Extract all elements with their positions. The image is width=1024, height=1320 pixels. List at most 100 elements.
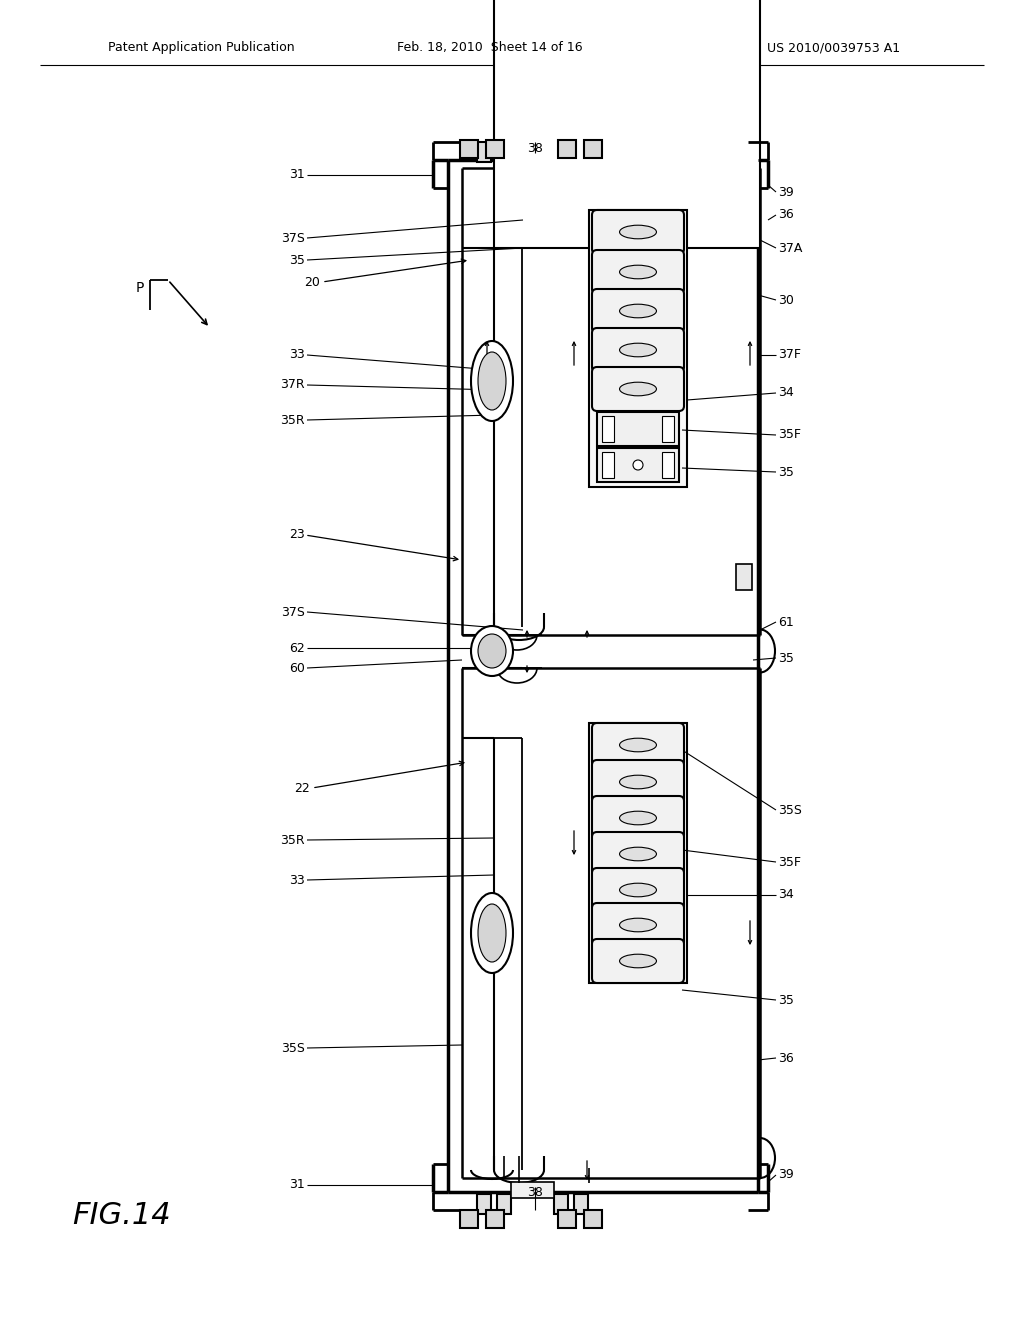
Bar [602, 451, 614, 478]
Text: 36: 36 [778, 209, 794, 222]
Ellipse shape [620, 343, 656, 356]
Text: 62: 62 [289, 642, 305, 655]
Ellipse shape [471, 894, 513, 973]
FancyBboxPatch shape [592, 327, 684, 372]
Text: 35R: 35R [281, 413, 305, 426]
Bar [477, 1195, 490, 1214]
FancyBboxPatch shape [592, 869, 684, 912]
Bar [486, 140, 504, 158]
Bar [486, 1210, 504, 1228]
Ellipse shape [471, 626, 513, 676]
Text: 35F: 35F [778, 429, 801, 441]
Text: US 2010/0039753 A1: US 2010/0039753 A1 [767, 41, 900, 54]
Text: 35: 35 [778, 994, 794, 1006]
Bar [584, 1210, 602, 1228]
Ellipse shape [478, 352, 506, 411]
Bar [736, 564, 752, 590]
Text: 22: 22 [294, 781, 310, 795]
FancyBboxPatch shape [592, 903, 684, 946]
Bar [589, 723, 687, 983]
Bar [507, 156, 542, 176]
Text: 35S: 35S [778, 804, 802, 817]
Bar [554, 1195, 568, 1214]
Text: 37R: 37R [281, 379, 305, 392]
Text: 23: 23 [289, 528, 305, 541]
Bar [574, 143, 588, 162]
FancyBboxPatch shape [592, 249, 684, 294]
Text: 60: 60 [289, 661, 305, 675]
Text: P: P [136, 281, 144, 294]
Text: 37S: 37S [282, 231, 305, 244]
Bar [554, 143, 568, 162]
FancyBboxPatch shape [592, 832, 684, 876]
Bar [558, 140, 575, 158]
Bar [502, 98, 627, 173]
Bar [497, 1195, 511, 1214]
Bar [511, 1181, 554, 1199]
FancyBboxPatch shape [592, 760, 684, 804]
Bar [497, 143, 511, 162]
FancyBboxPatch shape [592, 939, 684, 983]
Ellipse shape [478, 904, 506, 962]
Text: 61: 61 [778, 615, 794, 628]
Bar [592, 158, 620, 176]
Text: 38: 38 [527, 141, 543, 154]
Text: Feb. 18, 2010  Sheet 14 of 16: Feb. 18, 2010 Sheet 14 of 16 [397, 41, 583, 54]
FancyBboxPatch shape [592, 796, 684, 840]
Bar [558, 1210, 575, 1228]
Ellipse shape [620, 738, 656, 752]
Text: 35F: 35F [778, 855, 801, 869]
Text: 33: 33 [289, 874, 305, 887]
Bar [597, 447, 679, 482]
Bar [597, 412, 679, 446]
Text: 34: 34 [778, 888, 794, 902]
Ellipse shape [620, 304, 656, 318]
FancyBboxPatch shape [592, 367, 684, 411]
Ellipse shape [471, 341, 513, 421]
Bar [547, 156, 582, 176]
Text: 33: 33 [289, 348, 305, 362]
Text: 39: 39 [778, 186, 794, 198]
Text: 35S: 35S [282, 1041, 305, 1055]
Text: 35: 35 [289, 253, 305, 267]
Text: 39: 39 [778, 1168, 794, 1181]
Ellipse shape [620, 383, 656, 396]
Text: 38: 38 [527, 1185, 543, 1199]
Text: 20: 20 [304, 276, 319, 289]
FancyBboxPatch shape [592, 723, 684, 767]
Text: 31: 31 [289, 169, 305, 181]
Bar [494, 0, 760, 248]
Text: Patent Application Publication: Patent Application Publication [108, 41, 295, 54]
Text: 37A: 37A [778, 242, 803, 255]
Bar [460, 140, 478, 158]
FancyBboxPatch shape [592, 289, 684, 333]
Text: 37S: 37S [282, 606, 305, 619]
Bar [574, 1195, 588, 1214]
Text: 35: 35 [778, 466, 794, 479]
Text: 30: 30 [778, 293, 794, 306]
Ellipse shape [620, 883, 656, 896]
Text: 34: 34 [778, 387, 794, 400]
Bar [511, 148, 554, 164]
Bar [602, 416, 614, 442]
Text: 36: 36 [778, 1052, 794, 1064]
FancyBboxPatch shape [592, 210, 684, 253]
Bar [662, 451, 674, 478]
Bar [584, 140, 602, 158]
Text: FIG.14: FIG.14 [72, 1200, 171, 1229]
Text: 37F: 37F [778, 348, 801, 362]
Bar [589, 210, 687, 487]
Bar [477, 143, 490, 162]
Ellipse shape [620, 265, 656, 279]
Ellipse shape [620, 919, 656, 932]
Ellipse shape [620, 226, 656, 239]
Ellipse shape [620, 775, 656, 789]
Ellipse shape [620, 847, 656, 861]
Circle shape [633, 459, 643, 470]
Bar [662, 416, 674, 442]
Text: 31: 31 [289, 1179, 305, 1192]
Ellipse shape [620, 812, 656, 825]
Ellipse shape [620, 954, 656, 968]
Ellipse shape [478, 634, 506, 668]
Bar [460, 1210, 478, 1228]
